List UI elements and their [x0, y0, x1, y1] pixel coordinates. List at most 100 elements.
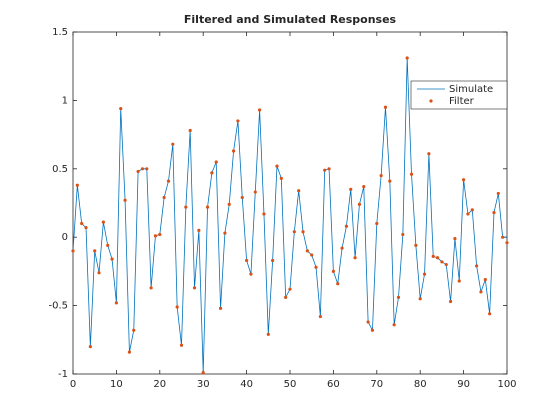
marker — [227, 202, 231, 206]
marker — [492, 210, 496, 215]
marker — [453, 236, 457, 241]
marker — [240, 195, 244, 200]
marker — [344, 224, 349, 228]
marker — [253, 190, 257, 194]
marker — [179, 343, 184, 347]
marker — [184, 205, 188, 209]
x-tick-label: 90 — [457, 379, 470, 390]
marker — [379, 174, 383, 178]
marker — [153, 234, 158, 238]
marker — [205, 205, 210, 209]
marker — [366, 320, 370, 324]
marker — [171, 142, 175, 146]
marker — [231, 149, 236, 153]
y-tick-label: 0 — [62, 232, 68, 243]
marker — [331, 269, 335, 273]
marker — [123, 198, 127, 202]
y-tick-label: -0.5 — [48, 301, 68, 312]
marker — [488, 312, 492, 316]
marker — [318, 314, 322, 319]
x-tick-label: 70 — [370, 379, 383, 390]
marker — [162, 195, 166, 200]
marker — [496, 191, 500, 196]
marker — [479, 290, 483, 294]
marker — [501, 235, 505, 239]
marker — [249, 272, 253, 276]
marker — [127, 350, 132, 354]
marker — [271, 258, 275, 263]
marker — [201, 371, 205, 375]
legend-label: Simulate — [449, 84, 493, 95]
marker — [75, 183, 79, 187]
x-tick-label: 50 — [284, 379, 297, 390]
marker — [466, 212, 470, 216]
marker — [310, 253, 314, 257]
marker — [197, 228, 201, 232]
marker — [405, 56, 409, 60]
legend-swatch — [429, 99, 433, 103]
marker — [435, 256, 440, 260]
marker — [470, 208, 474, 212]
marker — [409, 172, 414, 176]
marker — [110, 257, 114, 261]
x-tick-label: 20 — [153, 379, 166, 390]
marker — [188, 128, 192, 133]
legend-label: Filter — [449, 96, 475, 107]
y-tick-label: 1.5 — [52, 27, 68, 38]
marker — [327, 167, 331, 171]
marker — [279, 176, 283, 180]
marker — [158, 232, 162, 237]
y-tick-label: 1 — [62, 95, 68, 106]
marker — [340, 246, 344, 250]
marker — [457, 279, 461, 283]
marker — [323, 168, 327, 172]
marker — [357, 202, 362, 206]
legend-box — [410, 80, 508, 110]
marker — [462, 178, 466, 182]
marker — [175, 305, 179, 309]
marker — [275, 164, 279, 168]
marker — [427, 152, 431, 156]
marker — [245, 258, 249, 263]
marker — [119, 107, 123, 111]
marker — [505, 241, 509, 245]
x-tick-label: 10 — [110, 379, 123, 390]
x-tick-label: 40 — [240, 379, 253, 390]
marker — [401, 232, 405, 237]
marker — [483, 278, 487, 282]
marker — [431, 254, 435, 258]
marker — [93, 249, 97, 253]
marker — [101, 220, 105, 224]
marker — [392, 323, 396, 327]
marker — [349, 187, 353, 191]
marker — [210, 171, 214, 175]
marker — [132, 328, 136, 332]
marker — [266, 332, 270, 336]
chart-title: Filtered and Simulated Responses — [184, 13, 397, 26]
marker — [145, 167, 149, 171]
marker — [88, 345, 92, 349]
marker — [444, 262, 448, 267]
x-tick-label: 100 — [497, 379, 516, 390]
marker — [140, 167, 145, 171]
marker — [422, 272, 427, 276]
marker — [84, 226, 88, 230]
marker — [114, 301, 118, 305]
marker — [305, 249, 309, 253]
marker — [236, 119, 240, 123]
marker — [288, 287, 292, 291]
marker — [336, 282, 340, 286]
marker — [97, 271, 101, 275]
marker — [353, 256, 357, 260]
marker — [136, 169, 140, 174]
marker — [262, 212, 266, 216]
marker — [149, 286, 153, 290]
marker — [192, 286, 197, 290]
marker — [388, 179, 392, 183]
marker — [314, 265, 318, 269]
y-tick-label: 0.5 — [52, 164, 68, 175]
marker — [214, 160, 218, 164]
x-tick-label: 80 — [414, 379, 427, 390]
marker — [297, 189, 301, 193]
